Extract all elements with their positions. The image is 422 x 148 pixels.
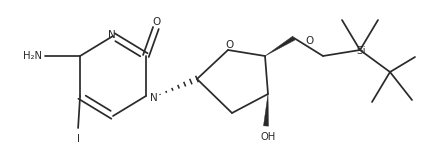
Polygon shape: [263, 94, 268, 126]
Text: O: O: [306, 36, 314, 46]
Text: O: O: [225, 40, 233, 50]
Text: N: N: [150, 93, 158, 103]
Polygon shape: [265, 36, 295, 56]
Text: I: I: [76, 134, 80, 144]
Text: OH: OH: [260, 132, 276, 142]
Text: N: N: [108, 30, 116, 40]
Text: H₂N: H₂N: [23, 51, 42, 61]
Text: O: O: [153, 17, 161, 27]
Text: Si: Si: [356, 46, 366, 56]
